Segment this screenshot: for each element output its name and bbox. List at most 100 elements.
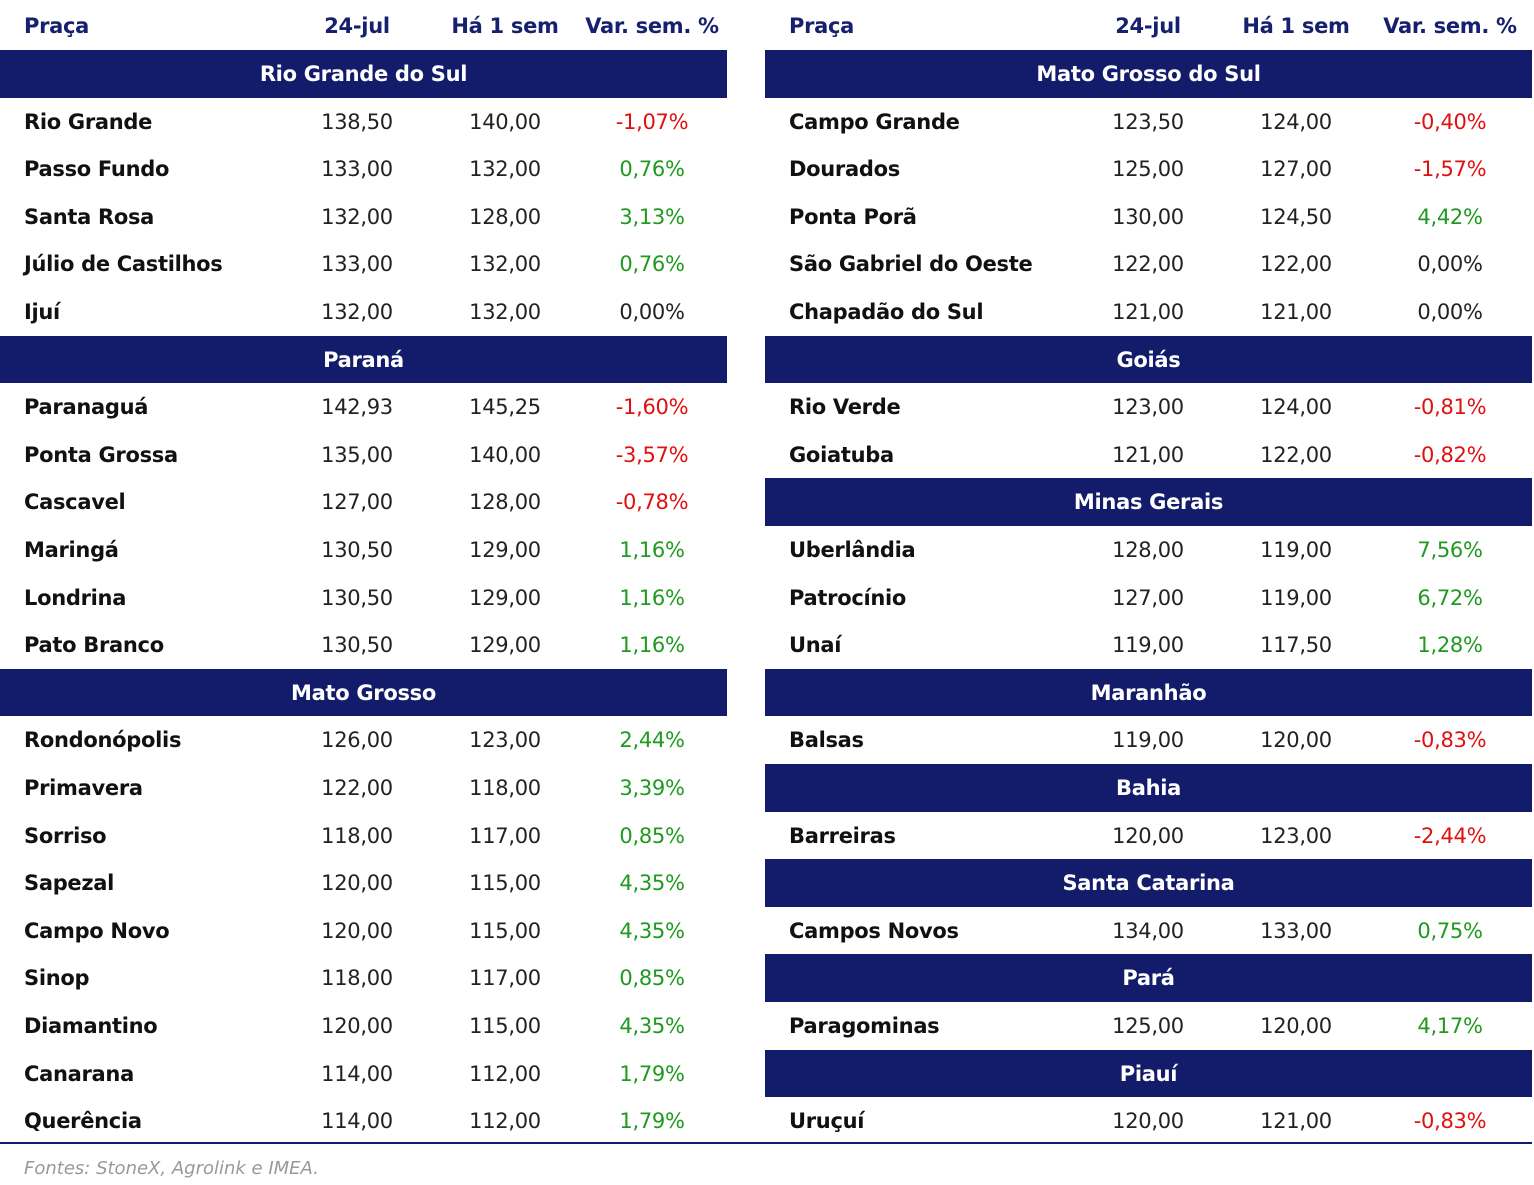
price: 119,00 bbox=[1112, 633, 1184, 658]
price: 124,00 bbox=[1260, 395, 1332, 420]
place-name: Ijuí bbox=[24, 300, 60, 324]
price: 132,00 bbox=[469, 300, 541, 324]
price: 133,00 bbox=[1260, 918, 1332, 943]
price: 119,00 bbox=[1260, 538, 1332, 562]
section-title: Mato Grosso do Sul bbox=[1036, 62, 1261, 86]
section-title: Goiás bbox=[1116, 347, 1181, 372]
price: 119,00 bbox=[1260, 585, 1332, 610]
place-name: Barreiras bbox=[789, 823, 896, 848]
section-bar bbox=[0, 50, 727, 98]
price: 117,50 bbox=[1260, 633, 1332, 658]
price: 120,00 bbox=[321, 1014, 393, 1038]
weekly-change: -1,07% bbox=[615, 109, 689, 134]
column-header: 24-jul bbox=[1115, 14, 1181, 38]
weekly-change: 1,79% bbox=[619, 1061, 685, 1086]
price: 130,00 bbox=[1112, 204, 1184, 229]
price: 130,50 bbox=[321, 585, 393, 610]
place-name: Patrocínio bbox=[789, 585, 907, 610]
weekly-change: -3,57% bbox=[615, 442, 689, 467]
section-title: Paraná bbox=[323, 347, 404, 372]
price: 122,00 bbox=[1112, 252, 1184, 277]
price: 133,00 bbox=[321, 157, 393, 182]
price: 124,50 bbox=[1260, 204, 1332, 229]
place-name: Sapezal bbox=[24, 871, 115, 896]
price: 114,00 bbox=[321, 1061, 393, 1086]
place-name: Uruçuí bbox=[789, 1109, 865, 1134]
place-name: Ponta Porã bbox=[789, 204, 917, 229]
place-name: Diamantino bbox=[24, 1014, 158, 1038]
weekly-change: 1,16% bbox=[619, 633, 685, 658]
weekly-change: 0,75% bbox=[1417, 918, 1483, 943]
weekly-change: 0,76% bbox=[619, 157, 685, 182]
place-name: Ponta Grossa bbox=[24, 442, 178, 467]
weekly-change: 1,16% bbox=[619, 585, 685, 610]
section-bar bbox=[765, 764, 1532, 812]
section-bar bbox=[765, 954, 1532, 1002]
price: 140,00 bbox=[469, 109, 541, 134]
price: 114,00 bbox=[321, 1109, 393, 1134]
place-name: Balsas bbox=[789, 728, 864, 753]
section-title: Santa Catarina bbox=[1062, 871, 1235, 896]
weekly-change: 4,35% bbox=[619, 1014, 685, 1038]
price: 118,00 bbox=[321, 823, 393, 848]
price: 135,00 bbox=[321, 442, 393, 467]
weekly-change: 4,42% bbox=[1417, 204, 1483, 229]
place-name: Campos Novos bbox=[789, 918, 959, 943]
price: 123,50 bbox=[1112, 109, 1184, 134]
weekly-change: 4,35% bbox=[619, 918, 685, 943]
price: 112,00 bbox=[469, 1109, 541, 1134]
weekly-change: -0,83% bbox=[1413, 1109, 1487, 1134]
place-name: Canarana bbox=[24, 1061, 134, 1086]
section-title: Mato Grosso bbox=[291, 680, 436, 705]
price: 128,00 bbox=[469, 204, 541, 229]
place-name: Júlio de Castilhos bbox=[24, 252, 223, 277]
price: 120,00 bbox=[1112, 1109, 1184, 1134]
column-header: Há 1 sem bbox=[1242, 14, 1350, 38]
price: 132,00 bbox=[321, 300, 393, 324]
place-name: Querência bbox=[24, 1109, 142, 1134]
price: 119,00 bbox=[1112, 728, 1184, 753]
price: 127,00 bbox=[1260, 157, 1332, 182]
price: 132,00 bbox=[321, 204, 393, 229]
price: 122,00 bbox=[1260, 442, 1332, 467]
price: 123,00 bbox=[1112, 395, 1184, 420]
price: 125,00 bbox=[1112, 157, 1184, 182]
price: 129,00 bbox=[469, 538, 541, 562]
price: 134,00 bbox=[1112, 918, 1184, 943]
place-name: Chapadão do Sul bbox=[789, 300, 984, 324]
section-title: Minas Gerais bbox=[1073, 490, 1224, 515]
place-name: Passo Fundo bbox=[24, 157, 170, 182]
weekly-change: 0,00% bbox=[1417, 300, 1483, 324]
price: 120,00 bbox=[1260, 728, 1332, 753]
place-name: Sinop bbox=[24, 966, 90, 991]
price: 112,00 bbox=[469, 1061, 541, 1086]
price: 115,00 bbox=[469, 1014, 541, 1038]
price: 140,00 bbox=[469, 442, 541, 467]
column-header: Var. sem. % bbox=[585, 14, 719, 38]
place-name: Unaí bbox=[789, 633, 842, 658]
price: 129,00 bbox=[469, 585, 541, 610]
price: 127,00 bbox=[321, 490, 393, 515]
place-name: Paranaguá bbox=[24, 395, 149, 420]
place-name: Campo Novo bbox=[24, 918, 170, 943]
place-name: Pato Branco bbox=[24, 633, 164, 658]
price: 124,00 bbox=[1260, 109, 1332, 134]
price: 120,00 bbox=[321, 871, 393, 896]
place-name: Uberlândia bbox=[789, 538, 916, 562]
price: 133,00 bbox=[321, 252, 393, 277]
price: 130,50 bbox=[321, 538, 393, 562]
column-header: 24-jul bbox=[324, 14, 390, 38]
price: 138,50 bbox=[321, 109, 393, 134]
place-name: Rio Verde bbox=[789, 395, 901, 420]
weekly-change: 6,72% bbox=[1417, 585, 1483, 610]
price: 129,00 bbox=[469, 633, 541, 658]
price: 123,00 bbox=[1260, 823, 1332, 848]
section-bar bbox=[0, 668, 727, 717]
section-bar bbox=[765, 335, 1532, 384]
weekly-change: 3,39% bbox=[619, 776, 685, 800]
section-title: Pará bbox=[1122, 966, 1175, 991]
price: 128,00 bbox=[1112, 538, 1184, 562]
weekly-change: 1,28% bbox=[1417, 633, 1483, 658]
column-header: Var. sem. % bbox=[1383, 14, 1517, 38]
section-bar bbox=[765, 50, 1532, 98]
